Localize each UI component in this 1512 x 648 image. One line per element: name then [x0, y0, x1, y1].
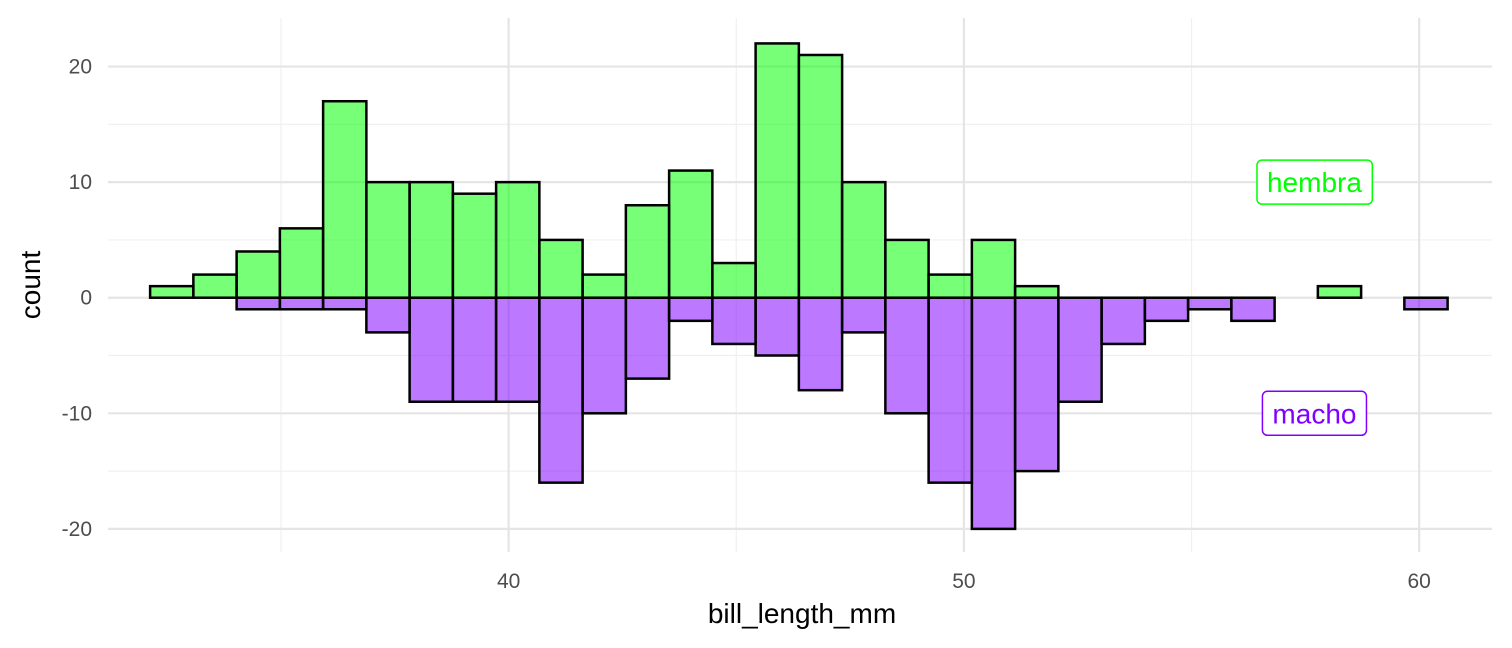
macho-label: macho	[1261, 390, 1368, 437]
macho-bar	[365, 296, 411, 334]
hembra-bar	[1316, 284, 1363, 299]
hembra-bar	[365, 180, 411, 299]
macho-bar	[624, 296, 671, 380]
y-tick-label: 10	[69, 171, 92, 194]
macho-bar	[1186, 296, 1233, 311]
macho-bar	[1057, 296, 1103, 403]
axes: 40 50 60 -20 -10 0 10 20	[62, 56, 1431, 593]
hembra-label-box	[1256, 159, 1374, 205]
series-labels: hembra macho	[1256, 159, 1374, 437]
y-axis-title: count	[15, 251, 46, 320]
macho-bar	[797, 296, 844, 392]
hembra-bar	[624, 203, 671, 299]
macho-bar	[927, 296, 974, 484]
hembra-label-text: hembra	[1267, 167, 1362, 198]
hembra-bar	[581, 273, 628, 299]
hembra-bar	[840, 180, 887, 299]
hembra-bar	[797, 53, 844, 299]
hembra-label: hembra	[1256, 159, 1374, 205]
macho-label-box	[1261, 390, 1368, 437]
hembra-bar	[451, 192, 498, 299]
y-tick-label: -10	[62, 402, 92, 425]
y-tick-label: 20	[69, 56, 92, 79]
macho-bar	[278, 296, 325, 311]
macho-bar	[1230, 296, 1276, 323]
hembra-bar	[148, 284, 195, 299]
macho-bar	[884, 296, 930, 415]
hembra-bar	[321, 99, 368, 299]
x-tick-label: 50	[952, 570, 975, 593]
macho-label-text: macho	[1272, 398, 1356, 429]
hembra-bar	[1013, 284, 1060, 299]
macho-bar	[970, 296, 1017, 531]
hembra-bar	[667, 169, 714, 299]
hembra-bar	[235, 250, 282, 299]
macho-bar	[711, 296, 757, 346]
hembra-bar	[408, 180, 455, 299]
macho-bar	[235, 296, 282, 311]
x-axis-title: bill_length_mm	[708, 598, 896, 629]
bars	[148, 42, 1449, 531]
macho-bar	[321, 296, 368, 311]
macho-bar	[667, 296, 714, 323]
hembra-bar	[278, 227, 325, 299]
hembra-bar	[711, 261, 757, 299]
x-tick-label: 60	[1407, 570, 1430, 593]
macho-bar	[494, 296, 541, 403]
hembra-bar	[884, 238, 930, 299]
macho-bar	[408, 296, 455, 403]
hembra-bar	[494, 180, 541, 299]
macho-bar	[581, 296, 628, 415]
hembra-bar	[754, 42, 801, 299]
macho-bar	[840, 296, 887, 334]
macho-bar	[1403, 296, 1449, 311]
x-tick-label: 40	[497, 570, 520, 593]
hembra-bar	[192, 273, 238, 299]
y-tick-label: -20	[62, 518, 92, 541]
macho-bar	[754, 296, 801, 357]
macho-bar	[538, 296, 584, 484]
macho-bar	[451, 296, 498, 403]
macho-bar	[1100, 296, 1147, 346]
macho-bar	[1013, 296, 1060, 473]
hembra-bar	[538, 238, 584, 299]
hembra-bar	[927, 273, 974, 299]
hembra-bar	[970, 238, 1017, 299]
y-tick-label: 0	[80, 287, 92, 310]
macho-bar	[1143, 296, 1190, 323]
